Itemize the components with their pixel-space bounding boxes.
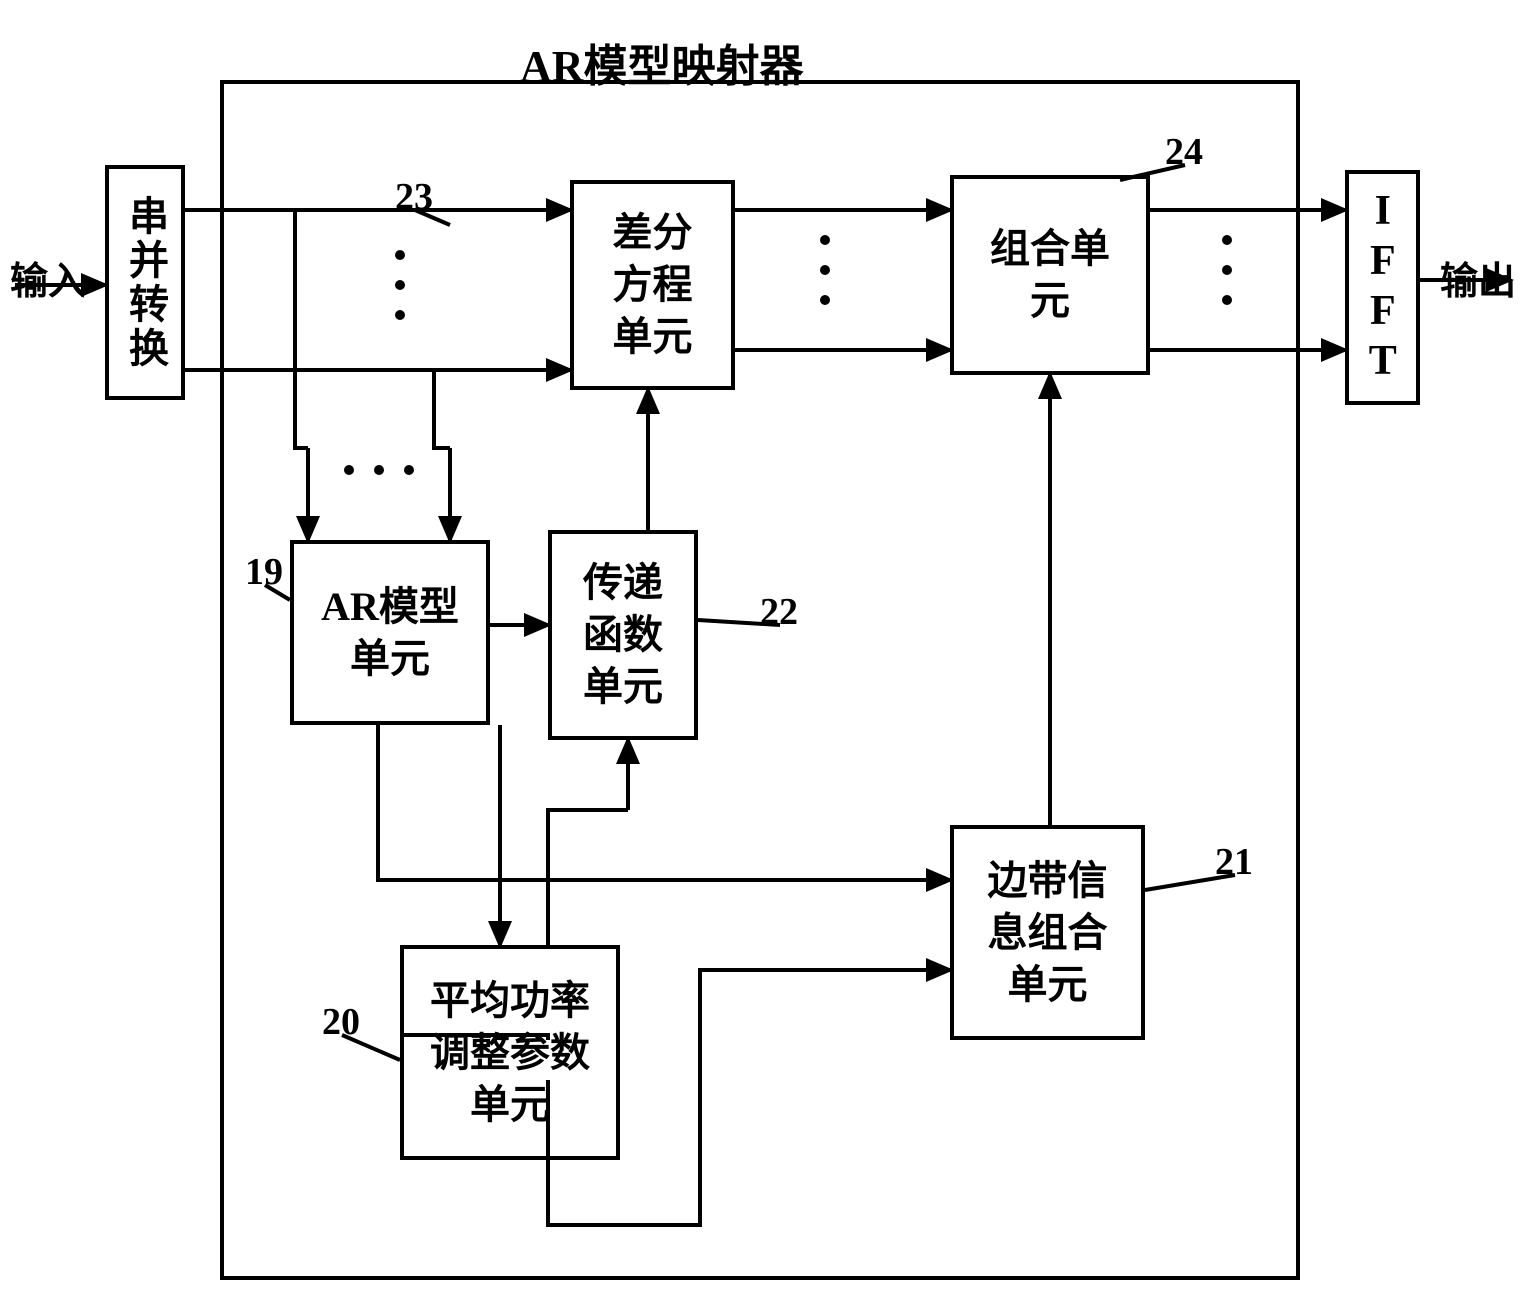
ellipsis-dots	[820, 235, 830, 305]
difference-equation-unit-box: 差分方程单元	[570, 180, 735, 390]
ref-20-label: 20	[322, 1000, 360, 1044]
sp-convert-label: 串并转换	[119, 195, 171, 371]
ref-22-label: 22	[760, 590, 798, 634]
combination-unit-box: 组合单元	[950, 175, 1150, 375]
sideband-info-combination-unit-box: 边带信息组合单元	[950, 825, 1145, 1040]
dot-icon	[344, 465, 354, 475]
output-label: 输出	[1440, 258, 1516, 307]
ifft-label: IFFT	[1355, 188, 1410, 388]
dot-icon	[374, 465, 384, 475]
transfer-function-unit-box: 传递函数单元	[548, 530, 698, 740]
combine-label: 组合单元	[990, 223, 1110, 327]
ifft-box: IFFT	[1345, 170, 1420, 405]
dot-icon	[1222, 265, 1232, 275]
ellipsis-dots	[344, 465, 414, 475]
dot-icon	[1222, 295, 1232, 305]
ref-23-label: 23	[395, 175, 433, 219]
serial-parallel-convert-box: 串并转换	[105, 165, 185, 400]
ref-24-label: 24	[1165, 130, 1203, 174]
dot-icon	[820, 265, 830, 275]
dot-icon	[820, 235, 830, 245]
ar-model-label: AR模型单元	[321, 581, 459, 685]
input-label: 输入	[10, 258, 86, 307]
ellipsis-dots	[1222, 235, 1232, 305]
ref-21-label: 21	[1215, 840, 1253, 884]
dot-icon	[820, 295, 830, 305]
ar-model-unit-box: AR模型单元	[290, 540, 490, 725]
dot-icon	[404, 465, 414, 475]
dot-icon	[395, 310, 405, 320]
dot-icon	[395, 250, 405, 260]
dot-icon	[1222, 235, 1232, 245]
ref-19-label: 19	[245, 550, 283, 594]
ellipsis-dots	[395, 250, 405, 320]
dot-icon	[395, 280, 405, 290]
diff-eq-label: 差分方程单元	[613, 207, 693, 363]
average-power-adjustment-parameter-unit-box: 平均功率调整参数单元	[400, 945, 620, 1160]
sideband-label: 边带信息组合单元	[988, 855, 1108, 1011]
avg-power-label: 平均功率调整参数单元	[430, 975, 590, 1131]
transfer-label: 传递函数单元	[583, 557, 663, 713]
